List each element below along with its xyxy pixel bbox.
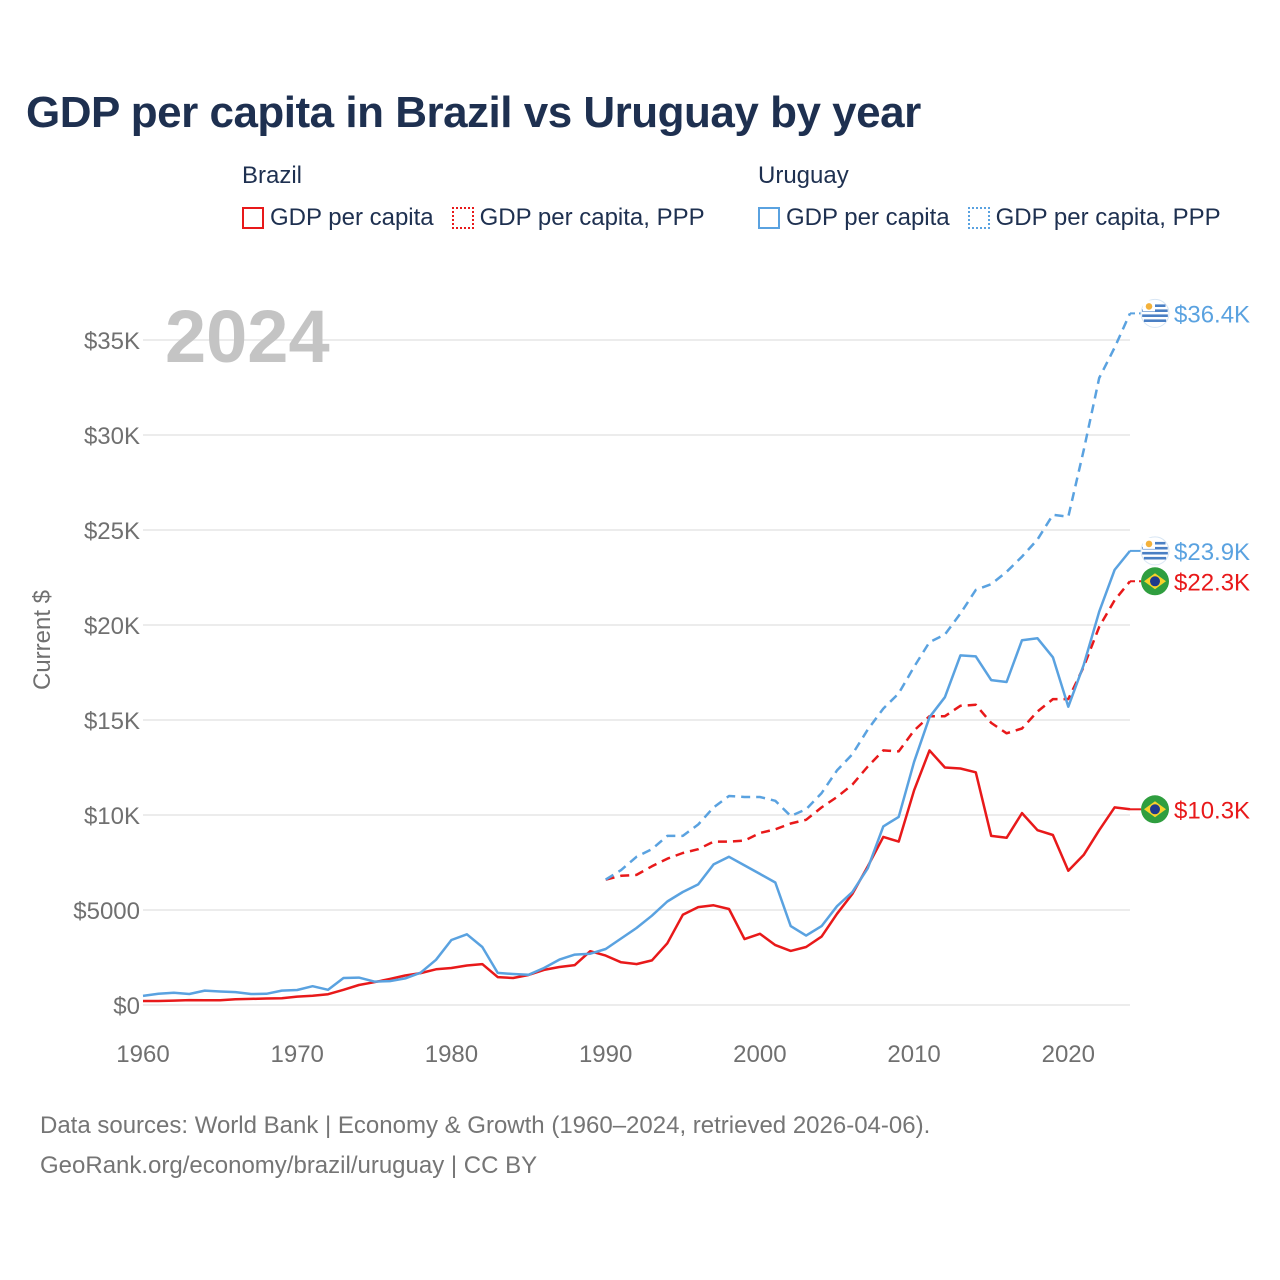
legend-label: GDP per capita, PPP xyxy=(479,204,705,231)
chart-title: GDP per capita in Brazil vs Uruguay by y… xyxy=(26,88,921,137)
legend-item-brazil-gdp[interactable]: GDP per capita xyxy=(242,204,434,232)
legend-item-brazil-ppp[interactable]: GDP per capita, PPP xyxy=(451,204,705,232)
legend-group-label: Brazil xyxy=(242,162,303,189)
legend-swatch-dotted-red xyxy=(451,207,474,229)
flag-stripe xyxy=(1143,556,1167,560)
flag-globe xyxy=(1150,576,1160,587)
y-tick-label: $35K xyxy=(84,328,140,355)
legend-group-label: Uruguay xyxy=(758,162,849,189)
x-tick-label: 1990 xyxy=(579,1041,632,1068)
series-line-uruguay-dashed xyxy=(605,312,1132,881)
y-tick-label: $15K xyxy=(84,708,140,735)
line-chart: $0 $5000 $10K $15K $20K $25K $30K $35K 1960 1970 1… xyxy=(29,295,1250,1068)
flag-stripe xyxy=(1142,551,1168,555)
y-tick-label: $10K xyxy=(84,803,140,830)
legend-swatch-solid-blue xyxy=(758,207,780,229)
end-value-label: $22.3K xyxy=(1174,569,1250,596)
flag-stripe xyxy=(1143,319,1167,322)
uruguay-flag-icon xyxy=(1140,536,1170,566)
end-value-label: $10.3K xyxy=(1174,797,1250,824)
legend-swatch-solid-red xyxy=(242,207,264,229)
brazil-flag-icon xyxy=(1141,567,1169,596)
y-tick-label: $0 xyxy=(113,993,140,1020)
y-tick-label: $30K xyxy=(84,423,140,450)
series-line-brazil-solid xyxy=(143,749,1131,1003)
flag-stripe xyxy=(1142,314,1168,317)
brazil-flag-icon xyxy=(1141,795,1169,824)
series-line-brazil-dashed xyxy=(605,580,1131,881)
uruguay-flag-icon xyxy=(1140,298,1170,328)
legend-swatch-dotted-blue xyxy=(967,207,990,229)
footer-sources: Data sources: World Bank | Economy & Gro… xyxy=(40,1112,931,1139)
legend-group-brazil: Brazil GDP per capita GDP per capita, PP… xyxy=(242,162,705,232)
legend-group-uruguay: Uruguay GDP per capita GDP per capita, P… xyxy=(758,162,1221,232)
end-value-label: $36.4K xyxy=(1174,301,1250,328)
legend-label: GDP per capita xyxy=(270,204,434,231)
x-tick-label: 2020 xyxy=(1042,1041,1095,1068)
x-tick-label: 2000 xyxy=(733,1041,786,1068)
footer-attribution[interactable]: GeoRank.org/economy/brazil/uruguay | CC … xyxy=(40,1152,538,1179)
x-tick-label: 1960 xyxy=(116,1041,169,1068)
y-tick-label: $20K xyxy=(84,613,140,640)
y-tick-label: $5000 xyxy=(73,898,140,925)
y-axis-label: Current $ xyxy=(29,590,56,690)
chart-footer: Data sources: World Bank | Economy & Gro… xyxy=(40,1106,930,1186)
flag-globe xyxy=(1150,804,1160,815)
flag-sun xyxy=(1145,303,1153,310)
legend-item-uruguay-ppp[interactable]: GDP per capita, PPP xyxy=(967,204,1221,232)
legend-item-uruguay-gdp[interactable]: GDP per capita xyxy=(758,204,950,232)
x-tick-label: 2010 xyxy=(887,1041,940,1068)
legend-label: GDP per capita, PPP xyxy=(995,204,1221,231)
x-tick-label: 1970 xyxy=(271,1041,324,1068)
end-value-label: $23.9K xyxy=(1174,539,1250,566)
legend-label: GDP per capita xyxy=(786,204,950,231)
year-watermark: 2024 xyxy=(165,295,330,378)
y-tick-label: $25K xyxy=(84,518,140,545)
series-line-uruguay-solid xyxy=(142,550,1131,998)
x-tick-label: 1980 xyxy=(425,1041,478,1068)
flag-sun xyxy=(1145,540,1153,548)
